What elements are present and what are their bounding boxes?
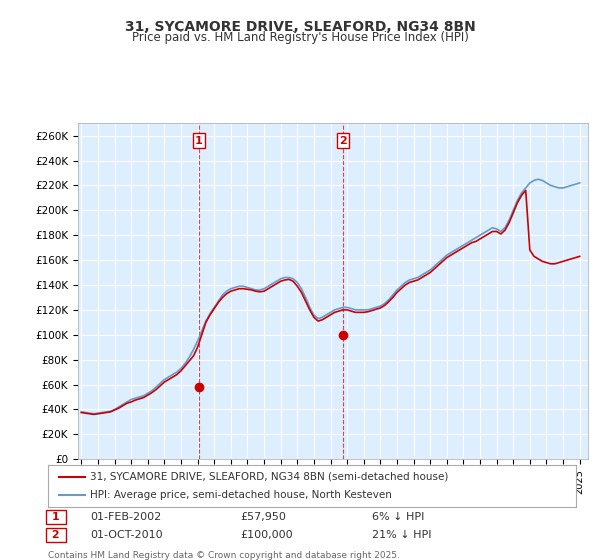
Text: 31, SYCAMORE DRIVE, SLEAFORD, NG34 8BN (semi-detached house): 31, SYCAMORE DRIVE, SLEAFORD, NG34 8BN (… — [90, 472, 449, 482]
Text: 21% ↓ HPI: 21% ↓ HPI — [372, 530, 431, 540]
Text: £100,000: £100,000 — [240, 530, 293, 540]
Text: £57,950: £57,950 — [240, 512, 286, 522]
Text: 1: 1 — [48, 512, 64, 522]
Text: 01-FEB-2002: 01-FEB-2002 — [90, 512, 161, 522]
Text: 2: 2 — [339, 136, 347, 146]
Text: 01-OCT-2010: 01-OCT-2010 — [90, 530, 163, 540]
Text: Contains HM Land Registry data © Crown copyright and database right 2025.
This d: Contains HM Land Registry data © Crown c… — [48, 551, 400, 560]
Text: Price paid vs. HM Land Registry's House Price Index (HPI): Price paid vs. HM Land Registry's House … — [131, 31, 469, 44]
Text: HPI: Average price, semi-detached house, North Kesteven: HPI: Average price, semi-detached house,… — [90, 490, 392, 500]
Text: 1: 1 — [195, 136, 203, 146]
Text: 6% ↓ HPI: 6% ↓ HPI — [372, 512, 424, 522]
Text: 2: 2 — [48, 530, 64, 540]
Text: 31, SYCAMORE DRIVE, SLEAFORD, NG34 8BN: 31, SYCAMORE DRIVE, SLEAFORD, NG34 8BN — [125, 20, 475, 34]
